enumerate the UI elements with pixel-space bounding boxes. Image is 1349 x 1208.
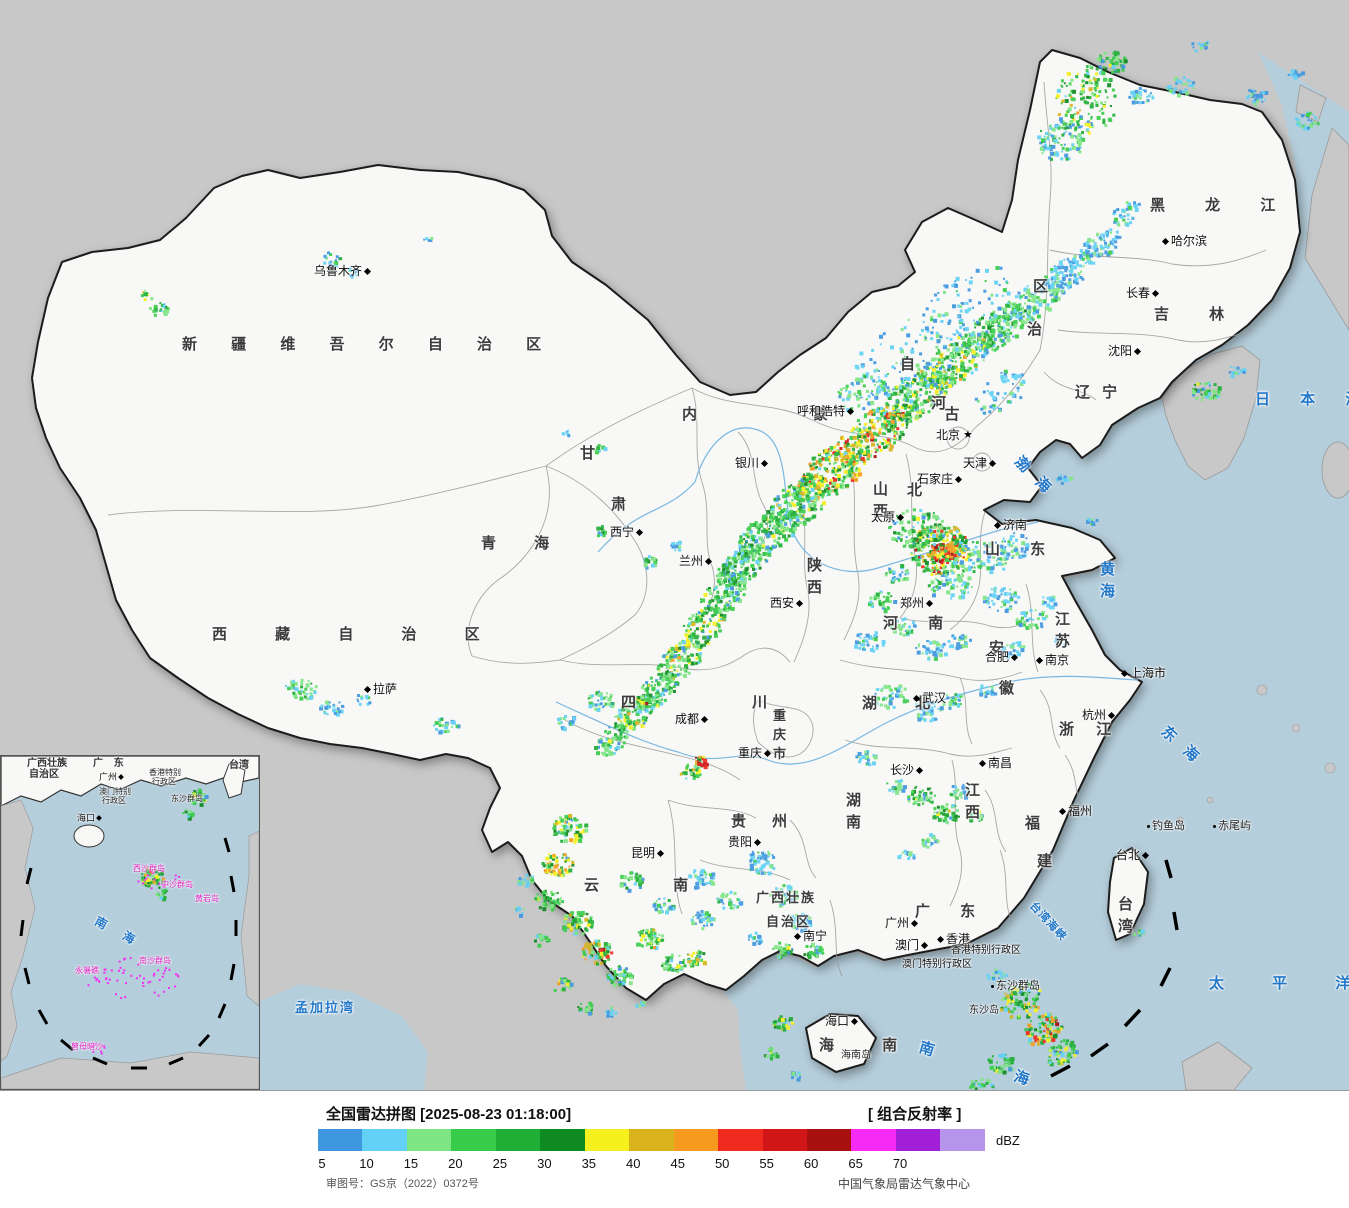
legend-color-swatch — [762, 1129, 807, 1151]
japan-island — [1295, 84, 1327, 123]
china-radar-map: 黑 龙 江吉 林辽 宁内 蒙 古自治区新 疆 维 吾 尔 自 治 区西 藏 自 … — [0, 41, 1349, 1101]
legend-tick-label: 70 — [892, 1156, 908, 1171]
legend-tick-label: 50 — [714, 1156, 730, 1171]
legend-tick-label: 25 — [492, 1156, 508, 1171]
legend-color-swatch — [673, 1129, 719, 1151]
legend-tick-label: 45 — [670, 1156, 685, 1171]
rivers — [555, 427, 1139, 765]
legend-color-swatch — [584, 1129, 630, 1151]
legend-tick-label: 55 — [759, 1156, 774, 1171]
legend-color-swatch — [495, 1129, 541, 1151]
japan-land — [1304, 127, 1349, 331]
legend-color-swatch — [940, 1129, 985, 1151]
credit-label: 中国气象局雷达气象中心 — [838, 1177, 971, 1191]
legend-color-swatch — [806, 1129, 852, 1151]
colorbar-swatch-row — [318, 1129, 985, 1151]
inset-taiwan — [222, 763, 246, 799]
legend-color-swatch — [851, 1129, 896, 1151]
inset-sea — [1, 756, 259, 1089]
legend-tick-label: 40 — [626, 1156, 641, 1171]
legend-tick-label: 20 — [448, 1156, 463, 1171]
legend-color-swatch — [451, 1129, 496, 1151]
legend-color-swatch — [629, 1129, 674, 1151]
inset-hainan — [73, 824, 105, 848]
ryukyu-islands — [1176, 684, 1336, 824]
yangtze-river — [555, 675, 1139, 765]
map-approval-number: 审图号：GS京（2022）0372号 — [326, 1178, 479, 1190]
inset-canvas — [1, 756, 259, 1089]
legend-tick-label: 30 — [537, 1156, 552, 1171]
bay-of-bengal — [258, 984, 428, 1090]
unit-label: dBZ — [996, 1133, 1020, 1148]
inset-borneo — [1, 1051, 259, 1089]
south-china-sea-inset: 广西壮族 自治区广 东台湾 香港特别 行政区 澳门特别 行政区 东沙群岛 广州 海口 西沙群岛 中沙… — [0, 755, 260, 1090]
inset-china-coast — [1, 756, 259, 807]
legend-panel: 全国雷达拼图 [2025-08-23 01:18:00] [ 组合反射率 ] 5… — [0, 1090, 1349, 1208]
legend-color-swatch — [318, 1129, 363, 1151]
inset-echo-layer — [87, 788, 209, 1055]
reflectivity-colorbar: 5 10 15 20 25 30 35 40 45 50 55 60 65 70 — [318, 1129, 985, 1179]
legend-tick-label: 35 — [581, 1156, 597, 1171]
inset-vietnam — [1, 799, 36, 1062]
east-china-seas — [724, 52, 1349, 1090]
legend-color-swatch — [718, 1129, 763, 1151]
inset-philippines — [240, 830, 259, 1007]
legend-tick-label: 65 — [848, 1156, 863, 1171]
legend-color-swatch — [540, 1129, 585, 1151]
legend-color-swatch — [895, 1129, 941, 1151]
map-canvas — [31, 41, 1349, 1090]
legend-tick-label: 60 — [803, 1156, 819, 1171]
korea-peninsula — [1161, 345, 1261, 481]
kyushu-island — [1321, 441, 1349, 499]
inset-nine-dash-line — [19, 837, 238, 1070]
legend-tick-label: 10 — [359, 1156, 374, 1171]
yellow-river — [597, 427, 1039, 572]
product-name: [ 组合反射率 ] — [868, 1106, 962, 1123]
radar-echo-layer — [140, 41, 1320, 1090]
legend-tick-label: 5 — [318, 1156, 326, 1171]
legend-color-swatch — [362, 1129, 407, 1151]
radar-mosaic-title: 全国雷达拼图 [2025-08-23 01:18:00] — [326, 1106, 572, 1123]
legend-tick-label: 15 — [403, 1156, 419, 1171]
legend-color-swatch — [406, 1129, 452, 1151]
luzon-island — [1181, 1041, 1253, 1090]
nine-dash-line — [1050, 859, 1179, 1078]
